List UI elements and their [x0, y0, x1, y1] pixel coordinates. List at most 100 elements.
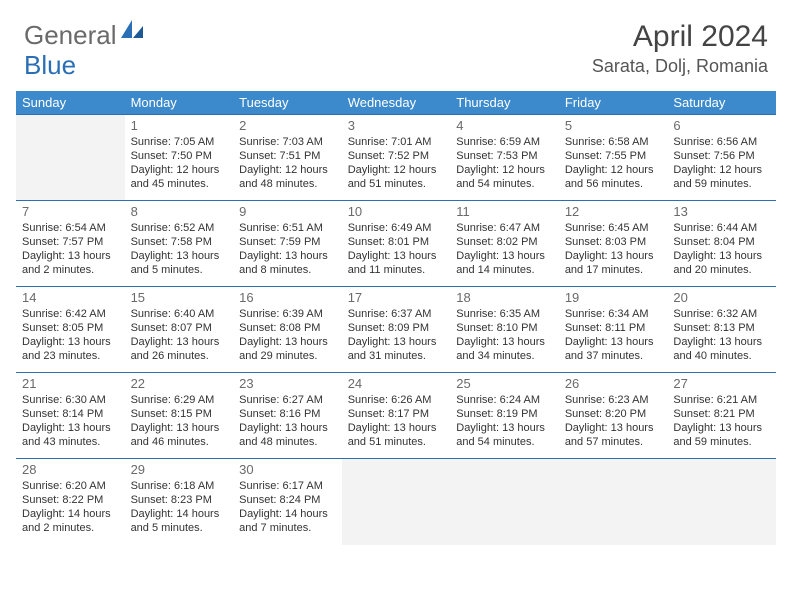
- empty-cell: [342, 459, 451, 545]
- calendar-row: 1Sunrise: 7:05 AMSunset: 7:50 PMDaylight…: [16, 115, 776, 201]
- sunset-text: Sunset: 7:51 PM: [239, 149, 336, 163]
- day-cell: 15Sunrise: 6:40 AMSunset: 8:07 PMDayligh…: [125, 287, 234, 373]
- calendar-row: 21Sunrise: 6:30 AMSunset: 8:14 PMDayligh…: [16, 373, 776, 459]
- day-cell: 29Sunrise: 6:18 AMSunset: 8:23 PMDayligh…: [125, 459, 234, 545]
- day-number: 6: [673, 118, 770, 133]
- sunset-text: Sunset: 8:19 PM: [456, 407, 553, 421]
- empty-cell: [667, 459, 776, 545]
- daylight-text: and 48 minutes.: [239, 435, 336, 449]
- day-number: 30: [239, 462, 336, 477]
- calendar-row: 14Sunrise: 6:42 AMSunset: 8:05 PMDayligh…: [16, 287, 776, 373]
- day-number: 10: [348, 204, 445, 219]
- day-cell: 27 Sunrise: 6:21 AMSunset: 8:21 PMDayligh…: [667, 373, 776, 459]
- day-number: 27: [673, 376, 770, 391]
- sunrise-text: Sunrise: 7:01 AM: [348, 135, 445, 149]
- daylight-text: and 11 minutes.: [348, 263, 445, 277]
- day-number: 25: [456, 376, 553, 391]
- day-cell: 2Sunrise: 7:03 AMSunset: 7:51 PMDaylight…: [233, 115, 342, 201]
- day-cell: 20Sunrise: 6:32 AMSunset: 8:13 PMDayligh…: [667, 287, 776, 373]
- sunset-text: Sunset: 8:23 PM: [131, 493, 228, 507]
- day-cell: 19Sunrise: 6:34 AMSunset: 8:11 PMDayligh…: [559, 287, 668, 373]
- empty-cell: [450, 459, 559, 545]
- daylight-text: and 54 minutes.: [456, 435, 553, 449]
- daylight-text: Daylight: 13 hours: [22, 249, 119, 263]
- sunrise-text: Sunrise: 6:26 AM: [348, 393, 445, 407]
- daylight-text: Daylight: 13 hours: [456, 335, 553, 349]
- sunset-text: Sunset: 8:04 PM: [673, 235, 770, 249]
- day-cell: 24Sunrise: 6:26 AMSunset: 8:17 PMDayligh…: [342, 373, 451, 459]
- daylight-text: Daylight: 13 hours: [348, 335, 445, 349]
- day-number: 28: [22, 462, 119, 477]
- sunset-text: Sunset: 7:52 PM: [348, 149, 445, 163]
- logo-text-general: General: [24, 20, 117, 51]
- sunset-text: Sunset: 7:56 PM: [673, 149, 770, 163]
- daylight-text: and 7 minutes.: [239, 521, 336, 535]
- daylight-text: Daylight: 13 hours: [131, 335, 228, 349]
- day-number: 14: [22, 290, 119, 305]
- daylight-text: Daylight: 12 hours: [565, 163, 662, 177]
- day-cell: 4Sunrise: 6:59 AMSunset: 7:53 PMDaylight…: [450, 115, 559, 201]
- sunset-text: Sunset: 7:53 PM: [456, 149, 553, 163]
- daylight-text: Daylight: 12 hours: [673, 163, 770, 177]
- sunrise-text: Sunrise: 6:47 AM: [456, 221, 553, 235]
- sunrise-text: Sunrise: 7:03 AM: [239, 135, 336, 149]
- sunrise-text: Sunrise: 6:51 AM: [239, 221, 336, 235]
- daylight-text: and 51 minutes.: [348, 435, 445, 449]
- day-header: Thursday: [450, 91, 559, 115]
- day-cell: 7Sunrise: 6:54 AMSunset: 7:57 PMDaylight…: [16, 201, 125, 287]
- daylight-text: and 34 minutes.: [456, 349, 553, 363]
- daylight-text: Daylight: 13 hours: [673, 249, 770, 263]
- day-header: Monday: [125, 91, 234, 115]
- sunset-text: Sunset: 7:57 PM: [22, 235, 119, 249]
- day-cell: 3Sunrise: 7:01 AMSunset: 7:52 PMDaylight…: [342, 115, 451, 201]
- sunset-text: Sunset: 8:07 PM: [131, 321, 228, 335]
- location-label: Sarata, Dolj, Romania: [592, 56, 768, 77]
- day-cell: 5Sunrise: 6:58 AMSunset: 7:55 PMDaylight…: [559, 115, 668, 201]
- sunset-text: Sunset: 8:22 PM: [22, 493, 119, 507]
- day-number: 11: [456, 204, 553, 219]
- daylight-text: Daylight: 12 hours: [131, 163, 228, 177]
- day-cell: 22Sunrise: 6:29 AMSunset: 8:15 PMDayligh…: [125, 373, 234, 459]
- daylight-text: and 31 minutes.: [348, 349, 445, 363]
- logo-text-blue: Blue: [24, 50, 76, 80]
- calendar-row: 7Sunrise: 6:54 AMSunset: 7:57 PMDaylight…: [16, 201, 776, 287]
- daylight-text: Daylight: 13 hours: [22, 335, 119, 349]
- daylight-text: Daylight: 13 hours: [131, 421, 228, 435]
- daylight-text: and 26 minutes.: [131, 349, 228, 363]
- sunset-text: Sunset: 8:20 PM: [565, 407, 662, 421]
- title-block: April 2024 Sarata, Dolj, Romania: [592, 20, 768, 77]
- sunrise-text: Sunrise: 6:56 AM: [673, 135, 770, 149]
- sunset-text: Sunset: 7:59 PM: [239, 235, 336, 249]
- sunrise-text: Sunrise: 6:58 AM: [565, 135, 662, 149]
- day-header: Tuesday: [233, 91, 342, 115]
- day-number: 12: [565, 204, 662, 219]
- daylight-text: and 59 minutes.: [673, 177, 770, 191]
- daylight-text: and 5 minutes.: [131, 263, 228, 277]
- daylight-text: Daylight: 14 hours: [131, 507, 228, 521]
- sunrise-text: Sunrise: 6:21 AM: [673, 393, 770, 407]
- day-number: 17: [348, 290, 445, 305]
- logo-sail-icon: [121, 20, 143, 45]
- day-number: 16: [239, 290, 336, 305]
- daylight-text: and 54 minutes.: [456, 177, 553, 191]
- day-cell: 21Sunrise: 6:30 AMSunset: 8:14 PMDayligh…: [16, 373, 125, 459]
- sunset-text: Sunset: 8:03 PM: [565, 235, 662, 249]
- daylight-text: Daylight: 13 hours: [673, 335, 770, 349]
- daylight-text: Daylight: 13 hours: [673, 421, 770, 435]
- day-header: Saturday: [667, 91, 776, 115]
- sunrise-text: Sunrise: 6:52 AM: [131, 221, 228, 235]
- daylight-text: and 59 minutes.: [673, 435, 770, 449]
- day-number: 13: [673, 204, 770, 219]
- daylight-text: Daylight: 12 hours: [348, 163, 445, 177]
- sunset-text: Sunset: 8:21 PM: [673, 407, 770, 421]
- day-number: 8: [131, 204, 228, 219]
- header: General April 2024 Sarata, Dolj, Romania: [0, 0, 792, 85]
- day-cell: 30Sunrise: 6:17 AMSunset: 8:24 PMDayligh…: [233, 459, 342, 545]
- day-number: 23: [239, 376, 336, 391]
- sunrise-text: Sunrise: 6:39 AM: [239, 307, 336, 321]
- daylight-text: and 17 minutes.: [565, 263, 662, 277]
- daylight-text: Daylight: 13 hours: [456, 421, 553, 435]
- day-cell: 18Sunrise: 6:35 AMSunset: 8:10 PMDayligh…: [450, 287, 559, 373]
- day-number: 5: [565, 118, 662, 133]
- calendar-table: SundayMondayTuesdayWednesdayThursdayFrid…: [16, 91, 776, 545]
